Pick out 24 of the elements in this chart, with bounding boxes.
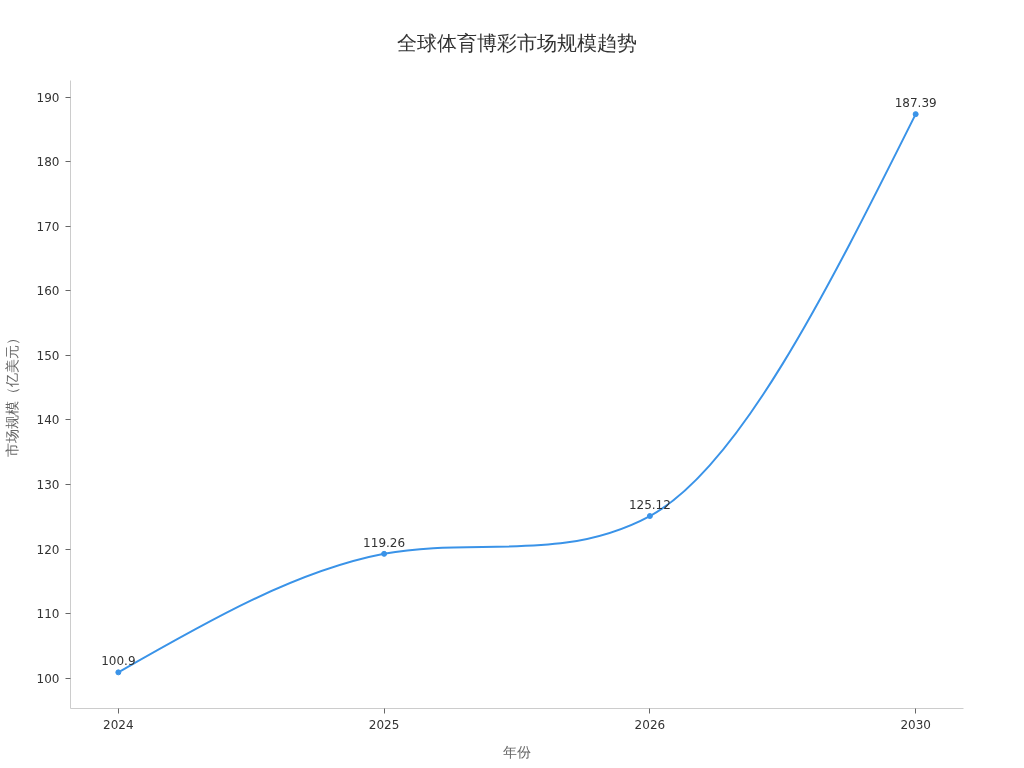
x-tick-label: 2025 <box>368 717 400 732</box>
x-axis-title: 年份 <box>503 743 531 760</box>
point <box>646 513 653 520</box>
x-tick-label: 2024 <box>103 717 134 732</box>
data-label: 119.26 <box>363 535 406 550</box>
y-tick-label: 140 <box>36 413 60 428</box>
x-tick-label: 2030 <box>900 717 931 732</box>
y-axis-title: 市场规模（亿美元） <box>3 331 20 458</box>
data-label: 100.9 <box>101 654 136 669</box>
y-tick-label: 110 <box>36 607 60 622</box>
y-tick-label: 150 <box>36 348 60 363</box>
y-tick-label: 180 <box>36 155 60 170</box>
y-tick-label: 170 <box>36 219 60 234</box>
y-tick-label: 120 <box>36 542 60 557</box>
y-tick-label: 190 <box>36 90 60 105</box>
x-tick-label: 2026 <box>634 717 666 732</box>
y-tick-label: 100 <box>36 671 60 686</box>
y-tick-label: 130 <box>36 478 60 493</box>
point <box>912 111 919 118</box>
point <box>115 669 122 676</box>
point <box>381 550 388 557</box>
y-tick-label: 160 <box>36 284 60 299</box>
data-label: 187.39 <box>894 96 937 111</box>
chart-title: 全球体育博彩市场规模趋势 <box>397 30 637 55</box>
